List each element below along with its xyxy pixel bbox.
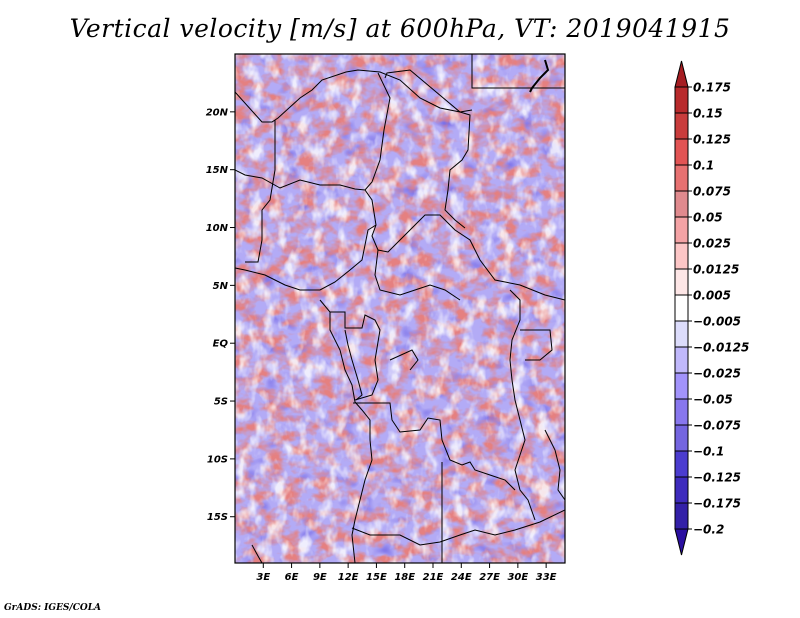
colorbar: 0.175 0.15 0.125 0.1 0.075 0.05 0.025 0.0125 0.0… — [674, 60, 749, 556]
colorbar-label: −0.2 — [693, 523, 724, 537]
border-path — [344, 329, 363, 401]
map-field — [235, 54, 565, 563]
border-path — [235, 72, 391, 191]
footer-credit: GrADS: IGES/COLA — [4, 603, 102, 613]
colorbar-swatch — [674, 164, 689, 192]
colorbar-swatch — [674, 268, 689, 296]
border-path — [544, 429, 565, 501]
x-tick-label: 30E — [507, 572, 528, 583]
colorbar-label: −0.1 — [693, 445, 724, 459]
colorbar-swatch — [674, 476, 689, 504]
colorbar-swatch — [674, 112, 689, 140]
border-path — [374, 249, 461, 301]
colorbar-swatch — [674, 138, 689, 166]
y-tick-label: 20N — [206, 107, 229, 118]
colorbar-label: 0.05 — [693, 211, 723, 225]
x-tick-label: 6E — [285, 572, 299, 583]
colorbar-label: 0.075 — [693, 185, 731, 199]
colorbar-label: −0.05 — [693, 393, 733, 407]
y-tick-label: 15S — [207, 512, 228, 523]
colorbar-swatch — [674, 242, 689, 270]
y-tick-label: 10N — [206, 223, 229, 234]
colorbar-label: 0.005 — [693, 289, 731, 303]
x-tick-label: 12E — [338, 572, 359, 583]
border-path — [384, 69, 471, 229]
field-neutral-layer — [235, 54, 565, 563]
x-tick-label: 9E — [313, 572, 327, 583]
x-tick-label: 15E — [366, 572, 387, 583]
colorbar-label: −0.175 — [693, 497, 741, 511]
colorbar-label: −0.0125 — [693, 341, 749, 355]
y-tick-label: 5S — [214, 397, 228, 408]
colorbar-label: 0.175 — [693, 81, 731, 95]
colorbar-label: 0.1 — [693, 159, 714, 173]
country-borders — [235, 54, 565, 563]
border-path — [319, 299, 373, 563]
border-path — [471, 54, 565, 89]
colorbar-swatch — [674, 372, 689, 400]
colorbar-swatch — [674, 216, 689, 244]
x-tick-label: 3E — [256, 572, 270, 583]
border-path — [389, 349, 419, 371]
colorbar-swatch — [674, 190, 689, 218]
y-tick-label: 5N — [213, 281, 229, 292]
border-path — [235, 69, 473, 123]
colorbar-label: −0.005 — [693, 315, 741, 329]
colorbar-over-arrow — [674, 60, 689, 88]
border-path — [529, 59, 550, 93]
y-tick-label: 10S — [207, 454, 228, 465]
map-frame — [234, 53, 566, 564]
x-tick-label: 21E — [423, 572, 444, 583]
colorbar-label: 0.025 — [693, 237, 731, 251]
colorbar-label: 0.15 — [693, 107, 723, 121]
border-path — [251, 544, 263, 563]
colorbar-swatch — [674, 86, 689, 114]
colorbar-label: −0.075 — [693, 419, 741, 433]
border-path — [245, 120, 276, 263]
border-path — [351, 509, 565, 546]
y-tick-label: 15N — [206, 165, 229, 176]
colorbar-label: −0.025 — [693, 367, 741, 381]
colorbar-label: 0.0125 — [693, 263, 739, 277]
colorbar-label: 0.125 — [693, 133, 731, 147]
colorbar-swatch — [674, 502, 689, 530]
x-tick-label: 27E — [479, 572, 500, 583]
y-axis: 20N 15N 10N 5N EQ 5S 10S 15S — [206, 107, 235, 523]
colorbar-swatch — [674, 424, 689, 452]
colorbar-swatch — [674, 398, 689, 426]
border-path — [353, 402, 516, 491]
colorbar-swatch — [674, 320, 689, 348]
x-tick-label: 18E — [394, 572, 415, 583]
border-path — [330, 311, 381, 401]
colorbar-swatch — [674, 346, 689, 374]
x-tick-label: 33E — [536, 572, 557, 583]
colorbar-label: −0.125 — [693, 471, 741, 485]
border-path — [509, 289, 536, 521]
x-tick-label: 24E — [451, 572, 472, 583]
border-path — [235, 224, 377, 291]
border-path — [364, 189, 565, 301]
y-tick-label: EQ — [213, 339, 229, 350]
x-axis: 3E 6E 9E 12E 15E 18E 21E 24E 27E 30E 33E — [256, 563, 557, 583]
border-path — [520, 329, 553, 361]
chart-title: Vertical velocity [m/s] at 600hPa, VT: 2… — [69, 14, 731, 43]
colorbar-swatch — [674, 294, 689, 322]
colorbar-under-arrow — [674, 528, 689, 556]
colorbar-swatch — [674, 450, 689, 478]
